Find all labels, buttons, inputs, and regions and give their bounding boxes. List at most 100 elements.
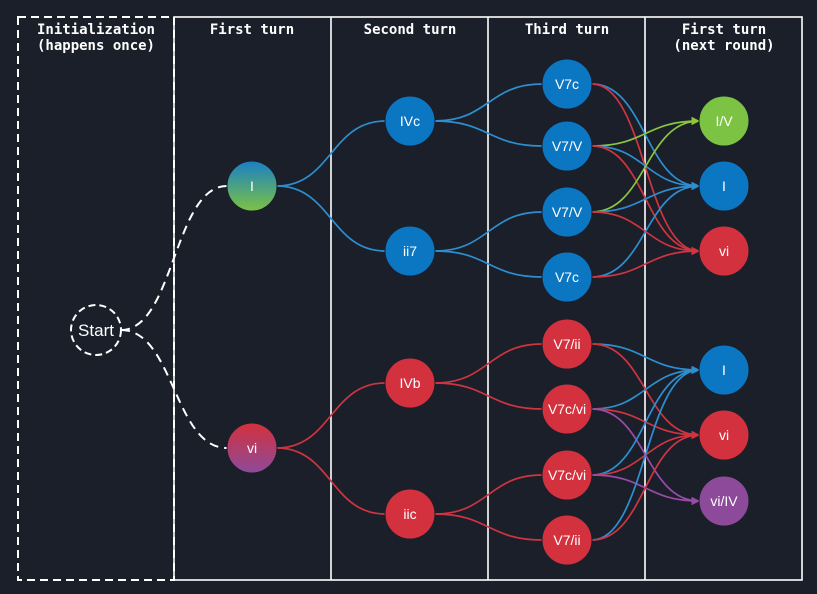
node-label: V7c: [555, 76, 579, 92]
node-circle: [541, 318, 593, 370]
edge-t3-to-nI1: [591, 181, 700, 213]
node-label: vi/IV: [710, 493, 738, 509]
edge-I1-to-ii7: [276, 185, 386, 252]
edge-t1-to-nI1: [591, 83, 700, 191]
node-ii7: ii7: [384, 225, 436, 277]
node-circle: [70, 304, 122, 356]
edge-start-to-vi1: [120, 329, 228, 449]
node-start: Start: [70, 304, 122, 356]
node-label: IVc: [400, 113, 420, 129]
edge-t2-to-nIV: [591, 116, 700, 147]
node-label: iic: [403, 506, 416, 522]
edge-t8-to-nI2: [591, 365, 700, 541]
node-circle: [698, 225, 750, 277]
node-label: V7/V: [552, 138, 583, 154]
node-nI2: I: [698, 344, 750, 396]
edge-I1-to-IVc: [276, 120, 386, 187]
node-t8: V7/ii: [541, 514, 593, 566]
edge-IVb-to-t5: [434, 343, 543, 384]
node-circle: [541, 58, 593, 110]
column-header-next-line2: (next round): [673, 38, 774, 54]
node-circle: [384, 95, 436, 147]
edge-iic-to-t8: [434, 513, 543, 541]
node-circle: [541, 449, 593, 501]
column-header-init-line2: (happens once): [37, 38, 155, 54]
node-circle: [541, 251, 593, 303]
node-circle: [226, 422, 278, 474]
edge-t5-to-nI2: [591, 343, 700, 375]
node-label: IVb: [399, 375, 420, 391]
node-label: V7c/vi: [548, 467, 586, 483]
edge-ii7-to-t4: [434, 250, 543, 278]
node-label: V7c: [555, 269, 579, 285]
node-t5: V7/ii: [541, 318, 593, 370]
node-label: I: [722, 362, 726, 378]
node-label: vi: [719, 243, 729, 259]
node-t4: V7c: [541, 251, 593, 303]
node-vi1: vi: [226, 422, 278, 474]
node-nviIV: vi/IV: [698, 475, 750, 527]
edge-IVb-to-t6: [434, 382, 543, 410]
node-t7: V7c/vi: [541, 449, 593, 501]
edge-IVc-to-t1: [434, 83, 543, 122]
node-circle: [698, 344, 750, 396]
node-label: I: [250, 178, 254, 194]
edge-t4-to-nI1: [591, 181, 700, 278]
node-circle: [541, 514, 593, 566]
node-label: V7/ii: [553, 336, 580, 352]
node-circle: [698, 409, 750, 461]
node-IVc: IVc: [384, 95, 436, 147]
edge-t8-to-nvi2: [591, 430, 700, 541]
node-label: I: [722, 178, 726, 194]
node-t3: V7/V: [541, 186, 593, 238]
node-circle: [541, 383, 593, 435]
node-circle: [226, 160, 278, 212]
node-label: V7/V: [552, 204, 583, 220]
node-t2: V7/V: [541, 120, 593, 172]
node-label: vi: [719, 427, 729, 443]
node-label: vi: [247, 440, 257, 456]
node-label: ii7: [403, 243, 417, 259]
node-nvi2: vi: [698, 409, 750, 461]
edge-vi1-to-IVb: [276, 382, 386, 449]
edge-t7-to-nI2: [591, 365, 700, 476]
node-circle: [698, 160, 750, 212]
edge-start-to-I1: [120, 185, 228, 331]
node-circle: [384, 225, 436, 277]
node-t6: V7c/vi: [541, 383, 593, 435]
node-nIV: I/V: [698, 95, 750, 147]
column-header-second: Second turn: [364, 22, 457, 38]
edges-layer: [120, 83, 700, 541]
node-nvi1: vi: [698, 225, 750, 277]
node-circle: [541, 120, 593, 172]
node-label: I/V: [715, 113, 733, 129]
node-label: Start: [78, 321, 114, 340]
column-header-next-line1: First turn: [682, 22, 766, 38]
node-circle: [384, 357, 436, 409]
column-header-third: Third turn: [525, 22, 609, 38]
edge-t3-to-nIV: [591, 116, 700, 213]
edge-iic-to-t7: [434, 474, 543, 515]
column-header-first: First turn: [210, 22, 294, 38]
node-IVb: IVb: [384, 357, 436, 409]
node-nI1: I: [698, 160, 750, 212]
node-circle: [384, 488, 436, 540]
edge-ii7-to-t3: [434, 211, 543, 252]
node-I1: I: [226, 160, 278, 212]
node-circle: [698, 95, 750, 147]
node-circle: [698, 475, 750, 527]
edge-vi1-to-iic: [276, 447, 386, 515]
column-header-init-line1: Initialization: [37, 22, 155, 38]
node-t1: V7c: [541, 58, 593, 110]
edge-t4-to-nvi1: [591, 246, 700, 278]
node-circle: [541, 186, 593, 238]
edge-t6-to-nI2: [591, 365, 700, 410]
node-iic: iic: [384, 488, 436, 540]
node-label: V7/ii: [553, 532, 580, 548]
node-label: V7c/vi: [548, 401, 586, 417]
column-panel-init: [17, 16, 175, 581]
edge-IVc-to-t2: [434, 120, 543, 147]
nodes-layer: Start Ivi IVc ii7 IVb iic V7c V7/V V7/V V7c V7/ii V…: [70, 58, 750, 566]
